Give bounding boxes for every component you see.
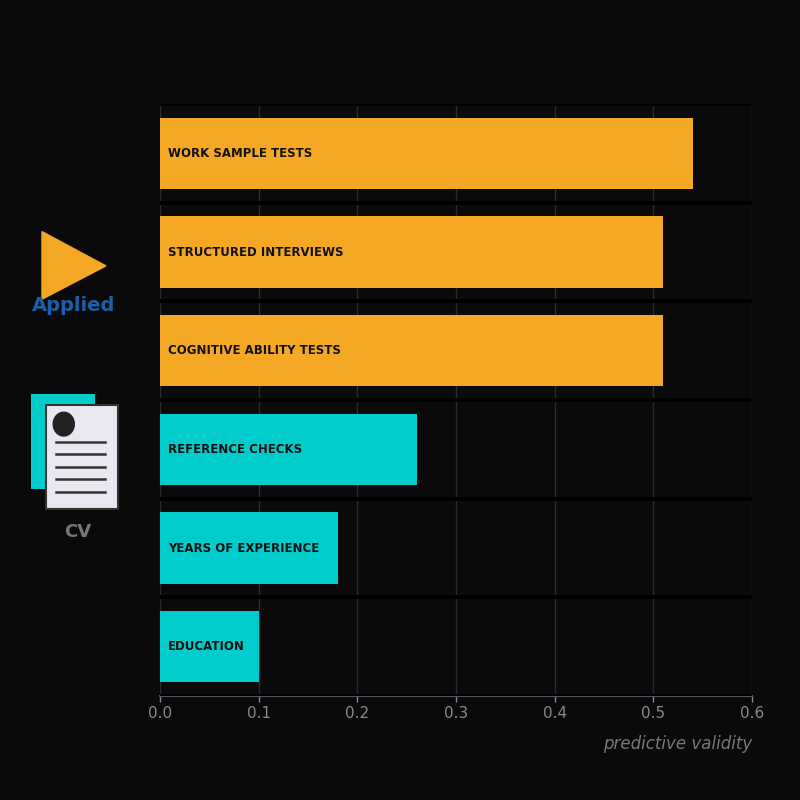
FancyBboxPatch shape	[46, 406, 118, 509]
Text: YEARS OF EXPERIENCE: YEARS OF EXPERIENCE	[168, 542, 319, 554]
Text: REFERENCE CHECKS: REFERENCE CHECKS	[168, 443, 302, 456]
Bar	[160, 513, 338, 583]
Bar	[160, 611, 258, 682]
Text: CV: CV	[65, 523, 91, 541]
Bar	[160, 414, 417, 485]
Text: WORK SAMPLE TESTS: WORK SAMPLE TESTS	[168, 147, 312, 160]
X-axis label: predictive validity: predictive validity	[602, 735, 752, 754]
Bar	[160, 217, 663, 287]
Bar	[160, 118, 693, 189]
Text: COGNITIVE ABILITY TESTS: COGNITIVE ABILITY TESTS	[168, 344, 341, 357]
Text: EDUCATION: EDUCATION	[168, 640, 245, 653]
FancyBboxPatch shape	[31, 394, 95, 489]
Circle shape	[53, 412, 74, 436]
Text: Applied: Applied	[31, 296, 115, 314]
Text: STRUCTURED INTERVIEWS: STRUCTURED INTERVIEWS	[168, 246, 343, 258]
Polygon shape	[42, 232, 106, 299]
Bar	[160, 315, 663, 386]
